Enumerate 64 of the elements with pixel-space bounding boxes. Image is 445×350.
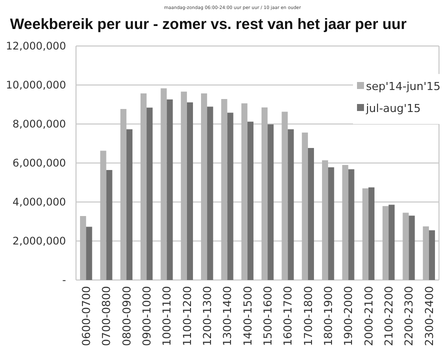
- x-tick-label: 1900-2000: [342, 286, 356, 346]
- bar: [106, 170, 112, 280]
- bar: [247, 122, 254, 280]
- bar: [201, 93, 208, 280]
- bar: [428, 230, 435, 280]
- chart-title: Weekbereik per uur - zomer vs. rest van het jaar per uur: [10, 16, 407, 33]
- bar: [166, 99, 173, 280]
- x-tick-label: 1600-1700: [282, 286, 295, 346]
- bar: [422, 226, 429, 280]
- bar: [100, 150, 106, 280]
- y-tick-label: 2,000,000: [12, 236, 66, 248]
- bar: [80, 216, 86, 280]
- x-tick-label: 0800-0900: [120, 286, 134, 346]
- bar: [140, 93, 147, 280]
- x-tick-label: 2100-2200: [382, 286, 396, 346]
- x-tick-label: 1700-1800: [302, 286, 315, 346]
- x-tick-label: 2300-2400: [422, 286, 436, 346]
- bar: [402, 212, 409, 280]
- bar: [302, 132, 308, 280]
- y-tick-label: 8,000,000: [12, 118, 66, 131]
- x-tick-label: 0600-0700: [80, 286, 93, 346]
- bar: [408, 216, 415, 280]
- x-tick-label: 0900-1000: [140, 286, 154, 346]
- legend-label: sep'14-jun'15: [366, 80, 440, 93]
- bar: [362, 188, 368, 280]
- bar: [348, 169, 354, 280]
- x-tick-label: 2200-2300: [402, 286, 416, 346]
- y-tick-label: 4,000,000: [12, 196, 66, 209]
- bar: [308, 148, 314, 280]
- x-tick-label: 1300-1400: [221, 286, 234, 346]
- bar: [342, 164, 348, 280]
- bar: [221, 99, 228, 280]
- x-tick-label: 1200-1300: [200, 286, 214, 346]
- x-tick-label: 1800-1900: [322, 286, 335, 346]
- x-tick-label: 1500-1600: [261, 286, 274, 346]
- bar: [86, 226, 92, 280]
- y-tick-label: 10,000,000: [6, 80, 66, 92]
- bar: [207, 106, 214, 280]
- bar: [388, 204, 395, 280]
- legend-label: jul-aug'15: [365, 102, 421, 115]
- bar: [322, 160, 328, 280]
- y-tick-label: -: [62, 274, 66, 287]
- bar: [146, 108, 153, 280]
- bar: [160, 88, 167, 280]
- y-tick-label: 6,000,000: [12, 158, 66, 170]
- bar: [227, 112, 234, 280]
- bar: [186, 102, 193, 280]
- bar: [180, 92, 187, 280]
- x-tick-label: 1000-1100: [160, 286, 174, 346]
- y-tick-label: 12,000,000: [6, 40, 66, 53]
- x-tick-label: 2000-2100: [362, 286, 376, 346]
- bar: [120, 108, 126, 280]
- bar: [268, 124, 274, 280]
- x-tick-label: 1100-1200: [180, 286, 194, 346]
- bar: [368, 187, 374, 280]
- bar: [241, 103, 248, 280]
- bar: [288, 129, 294, 280]
- bar: [328, 167, 334, 280]
- bar: [382, 206, 389, 280]
- x-tick-label: 1400-1500: [241, 286, 254, 346]
- x-tick-label: 0700-0800: [100, 286, 114, 346]
- bar: [282, 112, 288, 280]
- bar: [262, 107, 268, 280]
- bar: [126, 129, 132, 280]
